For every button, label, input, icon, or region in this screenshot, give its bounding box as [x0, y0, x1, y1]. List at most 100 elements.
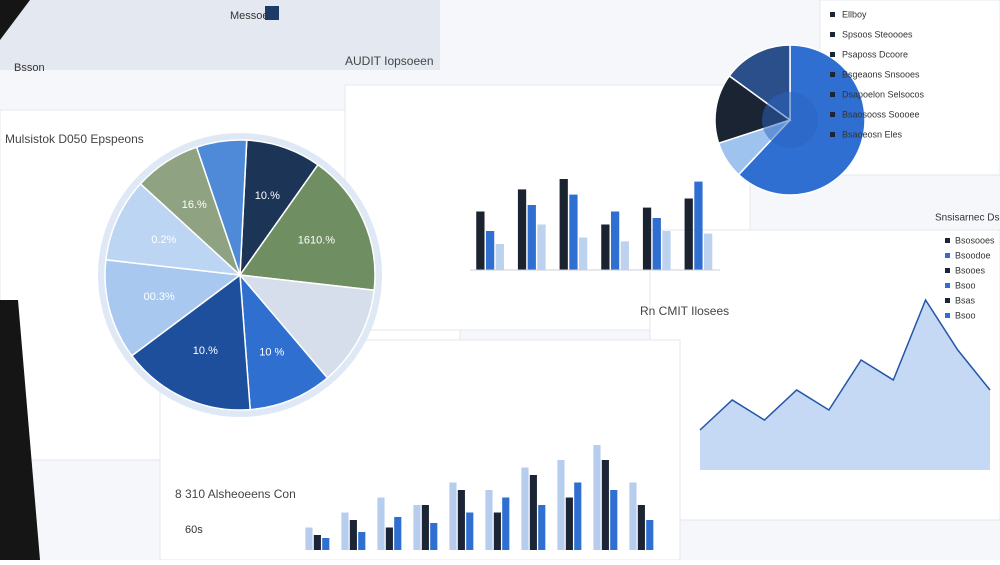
bar — [322, 538, 330, 550]
bar — [637, 505, 645, 550]
list-bullet — [830, 52, 835, 57]
list-bullet — [945, 268, 950, 273]
slice-label: 10 % — [259, 346, 284, 358]
list-title: Snsisarnec Dsoeos — [935, 213, 1000, 224]
slice-label: 00.3% — [144, 291, 175, 303]
bar — [495, 244, 504, 270]
bar — [527, 205, 536, 270]
list-item: Dsapoelon Selsocos — [842, 89, 925, 99]
list-bullet — [830, 12, 835, 17]
bar — [574, 482, 582, 550]
bar — [521, 467, 529, 550]
header-title: AUDIT Iopsoeen — [345, 54, 434, 68]
bar — [704, 233, 713, 270]
chart-title: 8 310 Alsheoeens Con — [175, 487, 296, 501]
pie-slice — [104, 258, 242, 357]
bar — [652, 218, 661, 270]
bar — [538, 505, 546, 550]
list-bullet — [945, 283, 950, 288]
pie-slice — [238, 274, 375, 379]
y-label: 60s — [185, 524, 203, 536]
list-item: Psaposs Dcoore — [842, 49, 908, 59]
bar — [601, 460, 609, 550]
bar — [385, 527, 393, 550]
bar — [610, 211, 620, 270]
list-bullet — [945, 253, 950, 258]
slice-label: 10.% — [193, 345, 218, 357]
header-menu: Messoeo — [230, 10, 275, 22]
bar — [517, 189, 527, 270]
list-item: Bsaoeosn Eles — [842, 129, 903, 139]
list-item: Bsgeaons Snsooes — [842, 69, 920, 79]
list-bullet — [830, 32, 835, 37]
list-item: Bsoo — [955, 310, 976, 320]
pie-slice — [105, 182, 243, 277]
bar — [358, 532, 366, 550]
pie-slice — [238, 163, 376, 292]
list-bullet — [830, 112, 835, 117]
bar — [305, 527, 313, 550]
slice-label: 1610.% — [298, 235, 336, 247]
bar — [620, 241, 629, 270]
pie-slice — [130, 273, 252, 411]
bar — [610, 490, 618, 550]
slice-label: 16.% — [182, 199, 207, 211]
bar — [493, 512, 501, 550]
header-tab[interactable]: Bsson — [14, 62, 45, 74]
bar — [529, 475, 537, 550]
bar — [601, 224, 610, 270]
bar — [629, 482, 637, 550]
bar — [485, 231, 495, 270]
tablet-bezel — [0, 0, 40, 560]
bar — [457, 490, 465, 550]
bar — [569, 194, 578, 270]
bar — [537, 224, 546, 270]
list-item: Bsoo — [955, 280, 976, 290]
list-item: Ellboy — [842, 9, 867, 19]
bar — [430, 523, 438, 550]
list-item: Bsaosooss Soooee — [842, 109, 920, 119]
bar — [642, 207, 652, 270]
pie-slice — [195, 139, 248, 276]
list-item: Bsas — [955, 295, 976, 305]
list-bullet — [830, 72, 835, 77]
list-item: Bsosooes — [955, 235, 995, 245]
bar — [662, 231, 671, 270]
bar — [646, 520, 654, 550]
chart-title: Mulsistok D050 Epspeons — [5, 132, 144, 146]
list-item: Spsoos Steoooes — [842, 29, 913, 39]
bar — [449, 482, 457, 550]
bar — [377, 497, 385, 550]
bar — [684, 198, 693, 270]
header-icon[interactable] — [265, 6, 279, 20]
bar — [559, 179, 568, 270]
list-bullet — [945, 238, 950, 243]
bar — [579, 237, 588, 270]
list-bullet — [945, 298, 950, 303]
bar — [502, 497, 510, 550]
slice-label: 0.2% — [151, 234, 176, 246]
list-bullet — [830, 92, 835, 97]
bar — [341, 512, 349, 550]
pie-slice — [239, 272, 329, 411]
bar — [694, 181, 703, 270]
list-bullet — [830, 132, 835, 137]
area-line — [699, 298, 991, 431]
list-item: Bsoodoe — [955, 250, 991, 260]
bar — [349, 520, 357, 550]
chart-title: Rn CMIT Ilosees — [640, 304, 729, 318]
list-item: Bsooes — [955, 265, 986, 275]
bar — [413, 505, 421, 550]
header-bar — [0, 0, 440, 70]
bar — [593, 445, 601, 550]
bar — [421, 505, 429, 550]
bar — [476, 211, 485, 270]
slice-label: 10.% — [255, 190, 280, 202]
bar — [466, 512, 474, 550]
bar — [313, 535, 321, 550]
pie-slice — [714, 74, 792, 145]
bar — [557, 460, 565, 550]
list-bullet — [945, 313, 950, 318]
bar — [565, 497, 573, 550]
